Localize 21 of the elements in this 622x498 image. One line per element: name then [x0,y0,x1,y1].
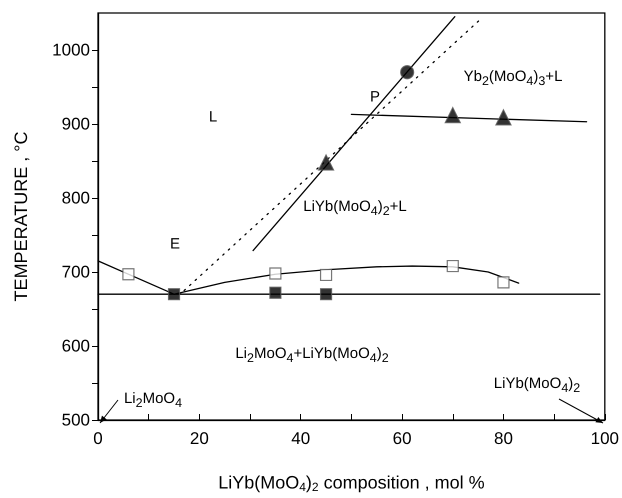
y-tick-label: 800 [62,188,90,208]
y-tick-label: 1000 [52,40,90,60]
x-tick-label: 0 [93,429,103,448]
y-tick-label: 500 [62,410,90,430]
y-tick-label: 700 [62,262,90,282]
y-tick-label: 900 [62,114,90,134]
annotation: Yb$_{2}$(MoO$_{4}$)$_{3}$+L [464,68,562,88]
annotation: LiYb(MoO$_{4}$)$_{2}$ [494,374,580,395]
annotation: Li$_{2}$MoO$_{4}$ [124,390,182,410]
x-tick-label: 40 [291,429,310,448]
annotation: L [208,108,218,126]
annotation: P [370,88,380,106]
y-axis-title: TEMPERATURE , °C [11,132,31,302]
annotation: E [170,236,180,252]
x-tick-label: 80 [494,429,513,448]
x-tick-label: 20 [190,429,209,448]
x-tick-label: 60 [392,429,412,448]
annotation: LiYb(MoO$_{4}$)$_{2}$+L [303,198,407,218]
annotation: Li$_{2}$MoO$_{4}$+LiYb(MoO$_{4}$)$_{2}$ [235,344,389,365]
x-tick-label: 100 [590,429,620,448]
y-tick-label: 600 [62,336,90,356]
